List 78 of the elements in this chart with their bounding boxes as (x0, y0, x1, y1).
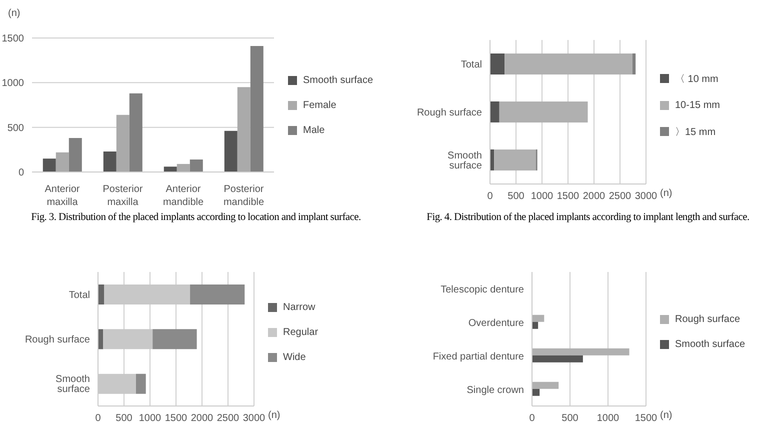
bar (499, 101, 588, 122)
x-tick-label: 3000 (242, 413, 266, 424)
legend-label: 10-15 mm (675, 100, 720, 110)
bar (237, 87, 250, 172)
x-axis-title: (n) (268, 410, 280, 421)
x-tick-label: 500 (562, 413, 579, 424)
legend-label: Smooth surface (675, 339, 746, 350)
x-tick-label: 1000 (596, 413, 620, 424)
x-tick-label: 0 (529, 413, 536, 424)
y-tick-label: Single crown (466, 384, 524, 396)
bar (532, 388, 540, 396)
bar (224, 130, 238, 172)
y-tick-label: Total (68, 290, 90, 301)
y-tick-label: Rough surface (24, 334, 90, 346)
bar (532, 322, 538, 329)
x-tick-label: 2000 (190, 413, 214, 424)
y-axis-title: (n) (8, 8, 20, 19)
x-tick-label: 2000 (582, 191, 606, 202)
y-tick-label: Fixed partial denture (432, 351, 524, 362)
bar (56, 152, 69, 172)
bar (532, 382, 559, 389)
legend-label: Rough surface (675, 314, 740, 325)
bar (532, 314, 544, 322)
bar (632, 53, 636, 74)
x-tick-label: Posterior mandible (223, 184, 264, 208)
bar (504, 53, 632, 74)
legend-label: 〈 10 mm (675, 72, 718, 86)
bar (494, 149, 536, 170)
caption: Fig. 4. Distribution of the placed implants according to implant length and surface. (426, 212, 750, 223)
bar (42, 158, 56, 172)
x-tick-label: 3000 (634, 191, 658, 202)
bar (164, 166, 177, 172)
y-tick-label: 1500 (2, 34, 24, 45)
x-tick-label: 1500 (634, 413, 658, 424)
legend-label: Regular (283, 326, 318, 338)
x-axis-title: (n) (660, 410, 672, 421)
x-tick-label: 2500 (608, 191, 632, 202)
y-tick-label: Rough surface (416, 108, 482, 119)
x-tick-label: 2500 (216, 413, 240, 424)
x-tick-label: Posterior maxilla (102, 184, 144, 208)
x-tick-label: 500 (116, 413, 133, 424)
y-tick-label: Overdenture (468, 318, 524, 329)
legend-label: Male (303, 124, 325, 136)
bar (190, 284, 245, 305)
bar (532, 348, 630, 356)
bar (176, 164, 190, 172)
x-tick-label: 0 (95, 413, 102, 424)
bar (190, 159, 203, 172)
bar (68, 138, 82, 172)
y-tick-label: 0 (18, 168, 24, 179)
bar (116, 114, 130, 172)
y-tick-label: Smooth surface (56, 374, 90, 396)
legend-label: 〉15 mm (675, 126, 716, 138)
x-tick-label: Anterior mandible (162, 184, 204, 208)
y-tick-label: Total (460, 60, 482, 71)
y-tick-label: 1000 (2, 78, 24, 90)
x-tick-label: 1000 (138, 413, 162, 424)
legend-label: Narrow (283, 302, 316, 312)
bar (490, 53, 505, 74)
bar (103, 151, 116, 172)
legend-label: Female (303, 100, 336, 110)
bar (129, 93, 142, 172)
legend-label: Smooth surface (303, 74, 374, 86)
bar (152, 329, 197, 350)
x-tick-label: 1500 (556, 191, 580, 202)
legend-label: Wide (283, 352, 306, 362)
caption: Fig. 3. Distribution of the placed implants according to location and implant surface. (30, 212, 362, 223)
y-tick-label: Telescopic denture (440, 284, 524, 296)
y-tick-label: Smooth surface (448, 150, 482, 172)
bar (250, 46, 264, 172)
y-tick-label: 500 (7, 122, 24, 134)
x-tick-label: 1000 (530, 191, 554, 202)
bar (532, 355, 583, 362)
bar (490, 101, 500, 122)
x-axis-title: (n) (660, 188, 672, 199)
x-tick-label: Anterior maxilla (44, 184, 80, 208)
x-tick-label: 1500 (164, 413, 188, 424)
bar (136, 374, 146, 394)
